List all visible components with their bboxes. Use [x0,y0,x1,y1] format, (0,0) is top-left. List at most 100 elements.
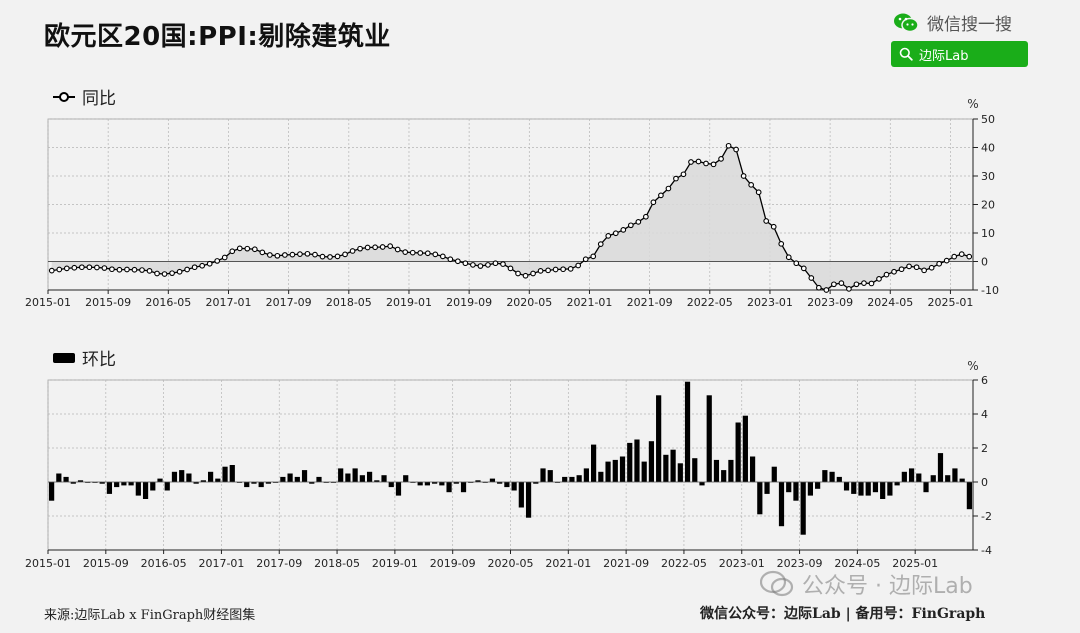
data-point [868,280,875,287]
search-label: 边际Lab [919,48,969,64]
bar [908,468,915,482]
data-point [936,260,943,267]
data-point [763,218,770,224]
bar [193,482,199,484]
bar [179,470,185,482]
bar [244,482,250,488]
bar [258,482,264,488]
bar [533,482,539,484]
data-point [665,185,672,192]
data-point [63,265,70,272]
data-point [259,249,266,256]
bar [930,475,936,482]
bar [301,470,308,482]
data-point [432,251,439,258]
bar [713,459,720,482]
bar [612,459,618,482]
y-tick-label: 30 [981,170,995,183]
bar [446,482,452,493]
data-point [116,266,123,273]
footer-account: 微信公众号：边际Lab | 备用号：FinGraph [700,606,986,622]
legend-yoy-label: 同比 [82,89,116,109]
bar [959,478,965,482]
data-point [176,268,183,275]
data-point [500,261,506,267]
bar [641,461,647,482]
bar [388,482,394,488]
x-tick-label: 2018-05 [326,296,372,309]
x-tick-label: 2022-05 [661,557,707,570]
bar [692,458,698,482]
x-tick-label: 2015-01 [25,557,71,570]
bar [966,482,972,510]
data-point [229,248,236,255]
data-point [101,265,108,271]
bar [843,482,850,491]
data-point [282,252,288,258]
data-point [748,181,755,188]
bar [439,482,445,486]
bar [316,476,322,482]
bar [265,482,272,484]
bar [778,482,785,527]
x-tick-label: 2021-01 [545,557,591,570]
data-point [522,272,529,279]
bar [569,476,575,482]
data-point [312,251,318,258]
data-point [86,264,93,271]
data-point [966,253,973,260]
data-point [597,241,604,247]
data-point [921,267,927,274]
bar [764,482,770,494]
bar [121,482,127,486]
bar [497,482,503,484]
bar [815,482,821,489]
data-point [94,264,100,271]
legend-yoy: 同比 [52,84,116,109]
data-point [740,173,747,179]
x-tick-label: 2021-09 [603,557,649,570]
bar [374,480,380,482]
data-point [184,266,190,273]
data-point [154,270,160,277]
bar [757,482,763,515]
bar [49,482,55,501]
bar [872,482,879,493]
x-tick-label: 2024-05 [867,296,913,309]
bar [287,473,293,482]
data-point [846,286,852,292]
x-tick-label: 2022-05 [687,296,733,309]
data-point [838,280,845,287]
data-point [146,268,153,274]
x-tick-label: 2019-01 [372,557,418,570]
bar [800,482,806,535]
bar [822,470,828,482]
data-point [808,275,815,281]
data-point [560,266,566,273]
y-tick-label: 50 [981,113,995,126]
footer-source: 来源:边际Lab x FinGraph财经图集 [44,608,256,623]
data-point [304,250,311,257]
data-point [530,270,536,277]
data-point [394,246,401,253]
data-point [861,280,867,287]
data-point [244,245,251,252]
bar [851,482,857,494]
data-point [567,266,574,272]
data-point [131,266,138,273]
bar [648,441,655,482]
x-tick-label: 2015-01 [25,296,71,309]
data-point [770,223,777,230]
bar [684,381,691,482]
data-point [853,281,860,288]
data-point [78,264,85,271]
x-tick-label: 2017-09 [266,296,312,309]
data-point [800,265,807,272]
bar [605,461,611,482]
x-tick-label: 2015-09 [85,296,131,309]
data-point [48,267,55,274]
y-tick-label: 20 [981,199,995,212]
x-tick-label: 2016-05 [145,296,191,309]
search-button[interactable]: 边际Lab [891,41,1028,67]
